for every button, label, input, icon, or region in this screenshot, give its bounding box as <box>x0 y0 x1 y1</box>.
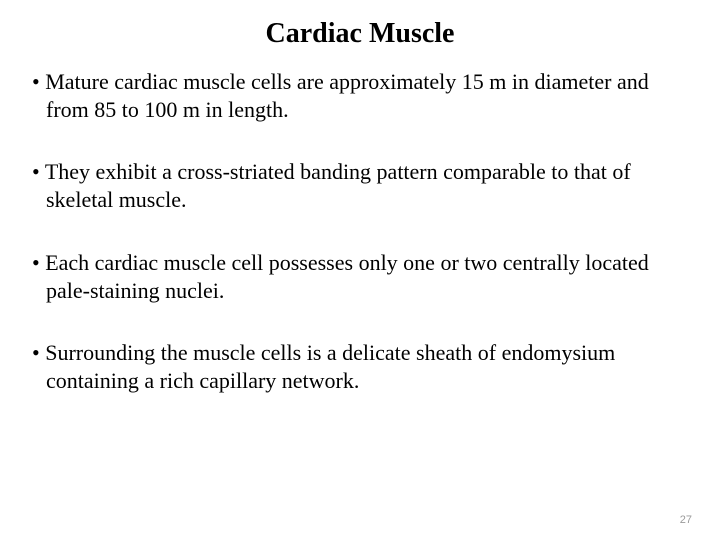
bullet-item: Surrounding the muscle cells is a delica… <box>24 339 696 395</box>
slide-title: Cardiac Muscle <box>24 18 696 50</box>
slide: Cardiac Muscle Mature cardiac muscle cel… <box>0 0 720 540</box>
bullet-item: Each cardiac muscle cell possesses only … <box>24 249 696 305</box>
bullet-item: Mature cardiac muscle cells are approxim… <box>24 68 696 124</box>
bullet-list: Mature cardiac muscle cells are approxim… <box>24 68 696 395</box>
page-number: 27 <box>680 514 692 526</box>
bullet-item: They exhibit a cross-striated banding pa… <box>24 158 696 214</box>
